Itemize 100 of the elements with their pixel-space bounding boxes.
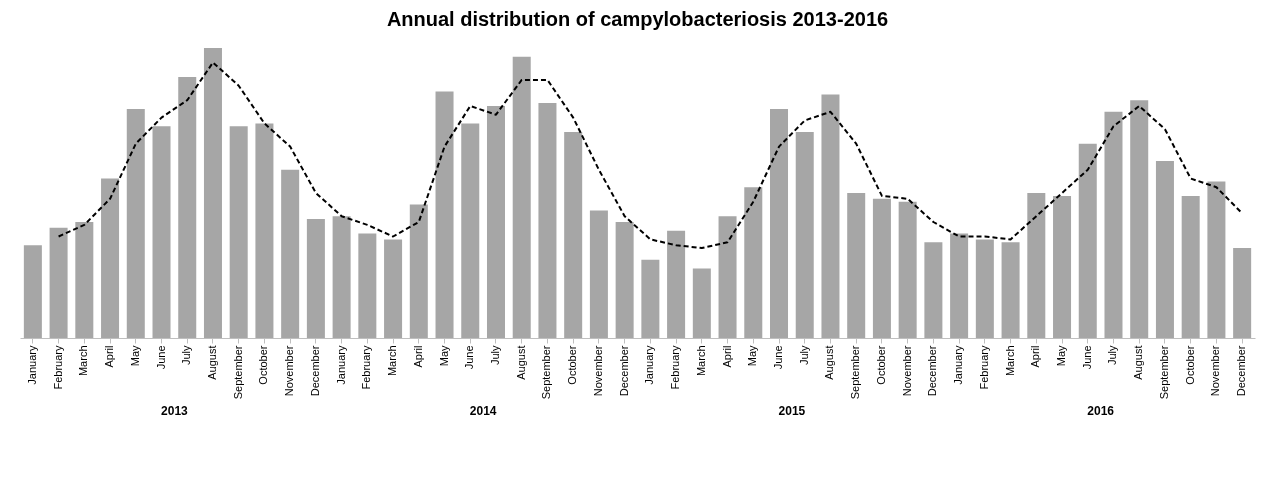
bar — [770, 108, 789, 338]
bar — [1207, 181, 1226, 338]
bar — [126, 108, 145, 338]
bar — [255, 123, 274, 338]
x-tick-label: September — [1157, 345, 1170, 400]
x-tick-label: October — [874, 345, 887, 385]
bar — [692, 268, 711, 338]
x-tick-label: March — [1003, 345, 1016, 377]
x-tick-label: October — [566, 345, 579, 385]
bar — [229, 126, 248, 338]
bar — [435, 91, 454, 338]
x-tick-label: May — [1055, 345, 1068, 367]
bar — [872, 198, 891, 338]
bar — [538, 103, 557, 338]
x-tick-label: April — [411, 345, 424, 368]
bar — [409, 204, 428, 338]
x-tick-label: December — [1235, 345, 1248, 397]
x-tick-label: August — [514, 345, 527, 380]
bar — [75, 222, 94, 338]
chart-title: Annual distribution of campylobacteriosis 2013-2016 — [386, 8, 889, 30]
bar — [615, 222, 634, 338]
bar — [718, 216, 737, 338]
bar — [1001, 242, 1020, 338]
bar — [486, 106, 505, 338]
bar — [358, 233, 377, 338]
bar — [152, 126, 171, 338]
x-tick-label: February — [669, 345, 682, 390]
x-tick-label: June — [463, 345, 476, 370]
bar — [744, 187, 763, 338]
bar — [461, 123, 480, 338]
bar — [924, 242, 943, 338]
x-tick-label: July — [797, 345, 810, 366]
bar — [1104, 111, 1123, 338]
x-tick-label: March — [386, 345, 399, 377]
x-tick-label: September — [540, 345, 553, 400]
bar — [1155, 161, 1174, 338]
x-tick-label: January — [334, 345, 347, 385]
bar — [1233, 248, 1252, 338]
x-tick-label: January — [643, 345, 656, 385]
x-tick-label: January — [25, 345, 38, 385]
text: 2014 — [469, 404, 497, 418]
bar — [795, 132, 814, 338]
bar — [384, 239, 403, 338]
x-tick-label: November — [591, 345, 604, 397]
bar — [512, 56, 531, 338]
x-tick-label: May — [437, 345, 450, 367]
x-tick-label: May — [128, 345, 141, 367]
x-tick-label: January — [952, 345, 965, 385]
bar — [23, 245, 42, 338]
bar — [564, 132, 583, 338]
x-tick-label: April — [1029, 345, 1042, 368]
bar — [821, 94, 840, 338]
text: 2015 — [778, 404, 806, 418]
x-tick-label: August — [1132, 345, 1145, 380]
bar — [1027, 193, 1046, 338]
bar — [101, 178, 120, 338]
x-tick-label: July — [488, 345, 501, 366]
x-tick-label: February — [360, 345, 373, 390]
x-tick-label: June — [1080, 345, 1093, 370]
bar — [1181, 195, 1200, 338]
x-tick-label: May — [746, 345, 759, 367]
bar — [847, 193, 866, 338]
x-tick-label: February — [977, 345, 990, 390]
x-tick-label: June — [154, 345, 167, 370]
bar — [178, 77, 197, 338]
bar — [306, 219, 325, 338]
x-tick-label: December — [617, 345, 630, 397]
x-tick-label: September — [849, 345, 862, 400]
x-tick-label: August — [205, 345, 218, 380]
x-tick-label: August — [823, 345, 836, 380]
bar — [1130, 100, 1149, 338]
x-tick-label: October — [1183, 345, 1196, 385]
bar — [332, 216, 351, 338]
x-tick-label: April — [720, 345, 733, 368]
bar — [975, 239, 994, 338]
text: 2016 — [1087, 404, 1115, 418]
bar — [667, 230, 686, 338]
bar — [1053, 195, 1072, 338]
text: 2013 — [161, 404, 189, 418]
x-tick-label: December — [308, 345, 321, 397]
x-tick-label: October — [257, 345, 270, 385]
x-tick-label: April — [103, 345, 116, 368]
bar — [589, 210, 608, 338]
bar — [641, 259, 660, 338]
x-tick-label: July — [180, 345, 193, 366]
x-tick-label: July — [1106, 345, 1119, 366]
bar — [898, 201, 917, 338]
bar — [49, 227, 68, 338]
x-tick-label: June — [772, 345, 785, 370]
x-tick-label: November — [283, 345, 296, 397]
x-tick-label: February — [51, 345, 64, 390]
bar — [203, 48, 222, 338]
bar — [950, 233, 969, 338]
x-tick-label: December — [926, 345, 939, 397]
x-tick-label: March — [77, 345, 90, 377]
x-tick-label: September — [231, 345, 244, 400]
bar — [1078, 143, 1097, 338]
x-tick-label: March — [694, 345, 707, 377]
x-tick-label: November — [1209, 345, 1222, 397]
x-tick-label: November — [900, 345, 913, 397]
